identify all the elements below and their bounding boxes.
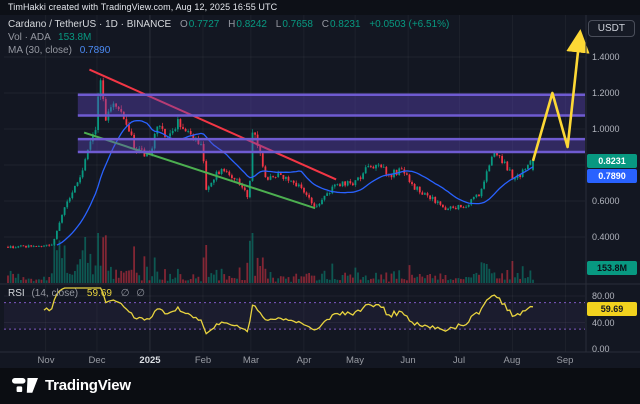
time-axis-label: Dec [88,355,106,366]
ohlc-close-label: C [321,19,329,30]
ma-label: MA (30, close) [8,45,72,56]
ohlc-high-value: 0.8242 [236,19,267,30]
descending-trendline-red [88,68,337,181]
resistance-zone-lower [77,139,586,153]
rsi-empty-slot-1: ∅ [120,288,130,299]
attribution-text: TimHakki created with TradingView.com, A… [8,2,278,12]
volume-label: Vol · ADA [8,32,51,43]
rsi-tick-label: 0.00 [592,344,610,354]
rsi-value-badge: 59.69 [587,302,637,316]
price-tick-label: 0.6000 [592,196,620,206]
projection-arrow [531,29,590,162]
time-axis-label: 2025 [139,355,161,366]
ma-line [56,119,534,246]
volume-layer [7,233,534,283]
rsi-empty-slot-2: ∅ [136,288,145,299]
tradingview-wordmark: TradingView [45,377,131,394]
time-axis-label: Sep [556,355,574,366]
volume-legend-row[interactable]: Vol · ADA 153.8M [8,32,91,43]
rsi-tick-label: 80.00 [592,291,615,301]
last-price-badge: 0.8231 [587,154,637,168]
tradingview-logo[interactable]: TradingView [12,377,131,394]
footer-brand-bar: TradingView [0,368,640,404]
change-value: +0.0503 (+6.51%) [369,19,450,30]
time-axis-label: Aug [503,355,521,366]
grid-layer [4,15,585,352]
ma-value: 0.7890 [79,45,111,56]
time-axis-label: Jul [452,355,466,366]
resistance-zone-upper [77,94,586,116]
rsi-line [43,287,534,335]
time-axis-label: Nov [37,355,55,366]
ma-legend-row[interactable]: MA (30, close) 0.7890 [8,45,110,56]
rsi-layer [4,287,585,335]
time-axis-label: Feb [194,355,212,366]
volume-value-badge: 153.8M [587,261,637,275]
time-axis[interactable]: Nov Dec 2025 Feb Mar Apr May Jun Jul Aug Sep [0,352,586,368]
price-tick-label: 0.4000 [592,232,620,242]
rsi-params: (14, close) [31,288,79,299]
rsi-tick-label: 40.00 [592,318,615,328]
rsi-value: 59.69 [86,288,112,299]
currency-toggle-button[interactable]: USDT [587,20,635,37]
price-tick-label: 1.4000 [592,52,620,62]
ohlc-open-label: O [180,19,188,30]
ohlc-low-label: L [275,19,282,30]
ohlc-high-label: H [228,19,236,30]
volume-value: 153.8M [58,32,92,43]
ohlc-close-value: 0.8231 [329,19,361,30]
ma-value-badge: 0.7890 [587,169,637,183]
symbol-legend-row[interactable]: Cardano / TetherUS · 1D · BINANCE O0.772… [8,19,449,30]
time-axis-label: May [346,355,364,366]
price-tick-label: 1.0000 [592,124,620,134]
price-tick-label: 1.2000 [592,88,620,98]
rsi-legend-row[interactable]: RSI (14, close) 59.69 ∅ ∅ [8,288,145,299]
symbol-title[interactable]: Cardano / TetherUS · 1D · BINANCE [8,19,172,30]
rsi-title: RSI [8,288,25,299]
price-chart-canvas[interactable] [0,0,640,368]
ohlc-open-value: 0.7727 [188,19,220,30]
descending-trendline-green [83,131,316,210]
time-axis-label: Mar [242,355,260,366]
time-axis-label: Apr [296,355,312,366]
time-axis-label: Jun [400,355,416,366]
ohlc-low-value: 0.7658 [282,19,313,30]
attribution-bar: TimHakki created with TradingView.com, A… [0,0,640,15]
tradingview-logo-icon [12,378,38,393]
